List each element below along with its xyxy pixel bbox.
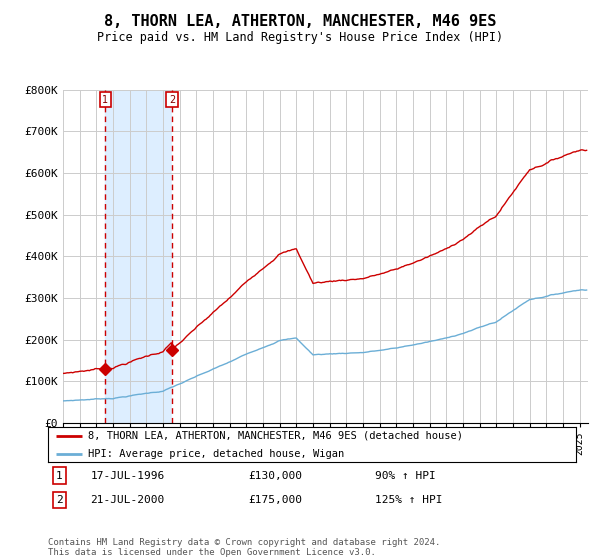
Text: £130,000: £130,000 <box>248 470 302 480</box>
Text: 17-JUL-1996: 17-JUL-1996 <box>90 470 164 480</box>
Bar <box>63 90 106 423</box>
Text: £175,000: £175,000 <box>248 495 302 505</box>
Bar <box>106 90 172 423</box>
Text: HPI: Average price, detached house, Wigan: HPI: Average price, detached house, Wiga… <box>88 449 344 459</box>
Text: Price paid vs. HM Land Registry's House Price Index (HPI): Price paid vs. HM Land Registry's House … <box>97 31 503 44</box>
Text: 8, THORN LEA, ATHERTON, MANCHESTER, M46 9ES: 8, THORN LEA, ATHERTON, MANCHESTER, M46 … <box>104 14 496 29</box>
Text: 1: 1 <box>102 95 109 105</box>
Text: 1: 1 <box>56 470 62 480</box>
Text: 90% ↑ HPI: 90% ↑ HPI <box>376 470 436 480</box>
Text: 2: 2 <box>56 495 62 505</box>
Bar <box>172 90 588 423</box>
Text: 125% ↑ HPI: 125% ↑ HPI <box>376 495 443 505</box>
Text: 8, THORN LEA, ATHERTON, MANCHESTER, M46 9ES (detached house): 8, THORN LEA, ATHERTON, MANCHESTER, M46 … <box>88 431 463 441</box>
Text: 2: 2 <box>169 95 175 105</box>
Text: Contains HM Land Registry data © Crown copyright and database right 2024.
This d: Contains HM Land Registry data © Crown c… <box>48 538 440 557</box>
Text: 21-JUL-2000: 21-JUL-2000 <box>90 495 164 505</box>
